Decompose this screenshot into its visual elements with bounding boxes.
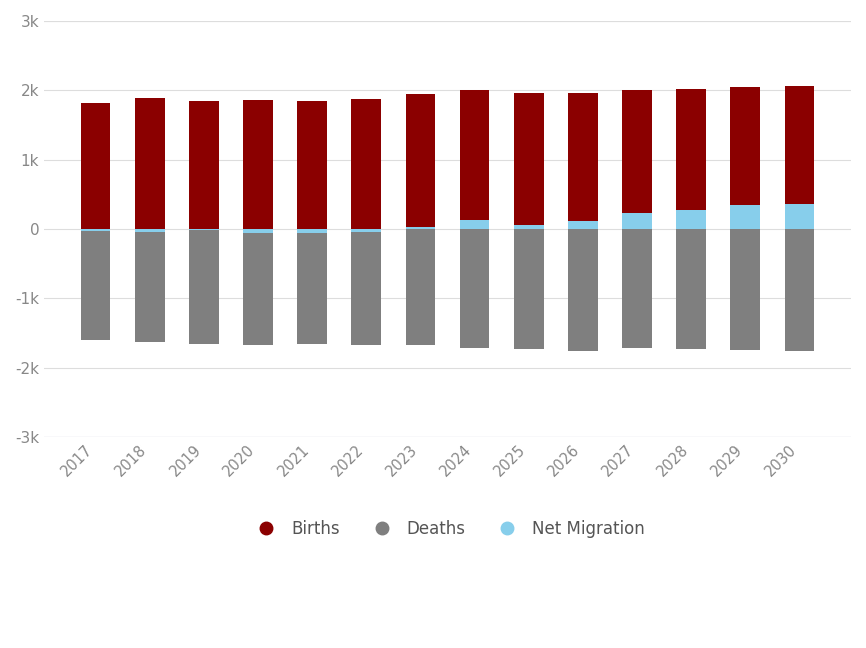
Bar — [81, 229, 111, 340]
Bar — [81, 103, 111, 229]
Bar — [568, 221, 598, 229]
Bar — [622, 89, 652, 229]
Bar — [243, 229, 273, 233]
Bar — [352, 229, 381, 345]
Bar — [135, 229, 165, 342]
Bar — [785, 229, 814, 351]
Bar — [622, 213, 652, 229]
Bar — [460, 220, 489, 229]
Bar — [297, 229, 327, 344]
Bar — [405, 229, 436, 345]
Bar — [622, 229, 652, 348]
Bar — [405, 227, 436, 229]
Bar — [730, 229, 760, 349]
Bar — [297, 229, 327, 233]
Bar — [189, 100, 219, 229]
Bar — [785, 86, 814, 229]
Bar — [135, 98, 165, 229]
Bar — [730, 205, 760, 229]
Bar — [460, 229, 489, 348]
Bar — [297, 101, 327, 229]
Bar — [568, 229, 598, 351]
Bar — [81, 229, 111, 231]
Bar — [189, 229, 219, 230]
Bar — [243, 100, 273, 229]
Bar — [189, 229, 219, 344]
Bar — [785, 204, 814, 229]
Bar — [243, 229, 273, 345]
Bar — [405, 94, 436, 229]
Legend: Births, Deaths, Net Migration: Births, Deaths, Net Migration — [243, 514, 652, 545]
Bar — [514, 225, 544, 229]
Bar — [568, 93, 598, 229]
Bar — [135, 229, 165, 233]
Bar — [676, 229, 706, 349]
Bar — [460, 90, 489, 229]
Bar — [676, 89, 706, 229]
Bar — [514, 93, 544, 229]
Bar — [730, 87, 760, 229]
Bar — [676, 209, 706, 229]
Bar — [352, 229, 381, 232]
Bar — [352, 98, 381, 229]
Bar — [514, 229, 544, 349]
